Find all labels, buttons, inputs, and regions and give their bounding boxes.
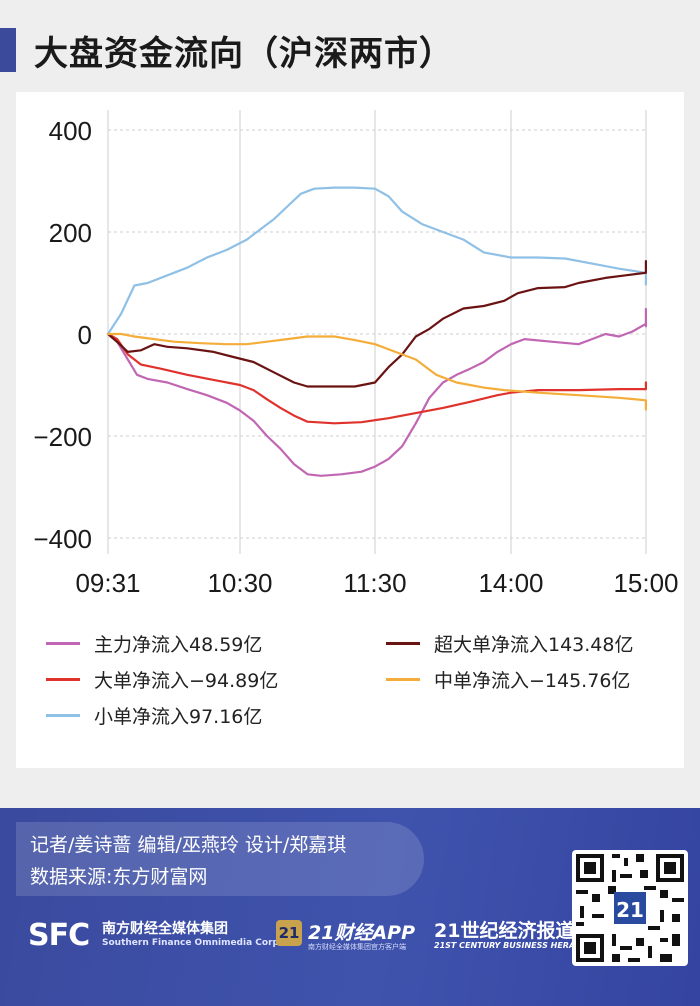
y-tick-label: −200 <box>33 422 92 452</box>
line-chart: 400 200 0 −200 −400 09:31 10:30 11:30 14:00 15:00 <box>33 110 679 598</box>
legend-label: 小单净流入97.16亿 <box>94 706 263 728</box>
x-tick-label: 11:30 <box>343 568 406 598</box>
series-line-1 <box>106 332 647 425</box>
x-tick-label: 14:00 <box>478 568 543 598</box>
legend-swatch <box>386 642 420 645</box>
y-tick-label: 200 <box>49 218 92 248</box>
title-accent-bar <box>0 28 16 72</box>
y-tick-label: 0 <box>78 320 92 350</box>
footer: 记者/姜诗蔷 编辑/巫燕玲 设计/郑嘉琪 数据来源:东方财富网 SFC 南方财经… <box>0 808 700 1006</box>
sfc-logo: SFC <box>28 918 90 953</box>
app-subtitle: 南方财经全媒体集团官方客户端 <box>308 943 406 951</box>
sfc-name-en: Southern Finance Omnimedia Corp. <box>102 938 283 948</box>
y-tick-label: −400 <box>33 524 92 554</box>
legend-label: 中单净流入−145.76亿 <box>434 670 631 692</box>
legend-item-super: 超大单净流入143.48亿 <box>386 630 633 657</box>
legend-swatch <box>386 678 420 681</box>
legend-label: 主力净流入48.59亿 <box>94 634 263 656</box>
legend-item-main: 主力净流入48.59亿 <box>46 630 262 657</box>
svg-text:21: 21 <box>616 898 644 922</box>
page-title: 大盘资金流向（沪深两市） <box>34 34 454 74</box>
legend-swatch <box>46 642 80 645</box>
qr-code-icon: 21 <box>572 850 688 966</box>
y-tick-label: 400 <box>49 116 92 146</box>
x-tick-label: 09:31 <box>75 568 140 598</box>
series-line-0 <box>106 307 647 477</box>
series-line-3 <box>106 260 647 388</box>
legend-label: 大单净流入−94.89亿 <box>94 670 279 692</box>
sfc-name-cn: 南方财经全媒体集团 <box>102 921 228 937</box>
legend-item-medium: 中单净流入−145.76亿 <box>386 666 630 693</box>
chart-legend: 主力净流入48.59亿 大单净流入−94.89亿 小单净流入97.16亿 超大单… <box>0 630 700 730</box>
x-tick-label: 10:30 <box>207 568 272 598</box>
legend-swatch <box>46 714 80 717</box>
herald-name-en: 21ST CENTURY BUSINESS HERALD <box>434 941 587 950</box>
legend-swatch <box>46 678 80 681</box>
herald-name-cn: 21世纪经济报道 <box>434 920 575 942</box>
app-badge-icon: 21 <box>276 920 302 946</box>
credits-source: 数据来源:东方财富网 <box>30 866 208 888</box>
legend-item-large: 大单净流入−94.89亿 <box>46 666 278 693</box>
credits-box: 记者/姜诗蔷 编辑/巫燕玲 设计/郑嘉琪 数据来源:东方财富网 <box>16 822 424 896</box>
x-tick-label: 15:00 <box>613 568 678 598</box>
chart-card <box>16 92 684 768</box>
series-line-4 <box>106 332 647 411</box>
app-name: 21财经APP <box>308 922 415 944</box>
legend-item-small: 小单净流入97.16亿 <box>46 702 262 729</box>
credits-staff: 记者/姜诗蔷 编辑/巫燕玲 设计/郑嘉琪 <box>30 834 347 856</box>
legend-label: 超大单净流入143.48亿 <box>434 634 634 656</box>
brand-row: SFC 南方财经全媒体集团 Southern Finance Omnimedia… <box>0 908 587 968</box>
series-line-2 <box>106 186 647 336</box>
